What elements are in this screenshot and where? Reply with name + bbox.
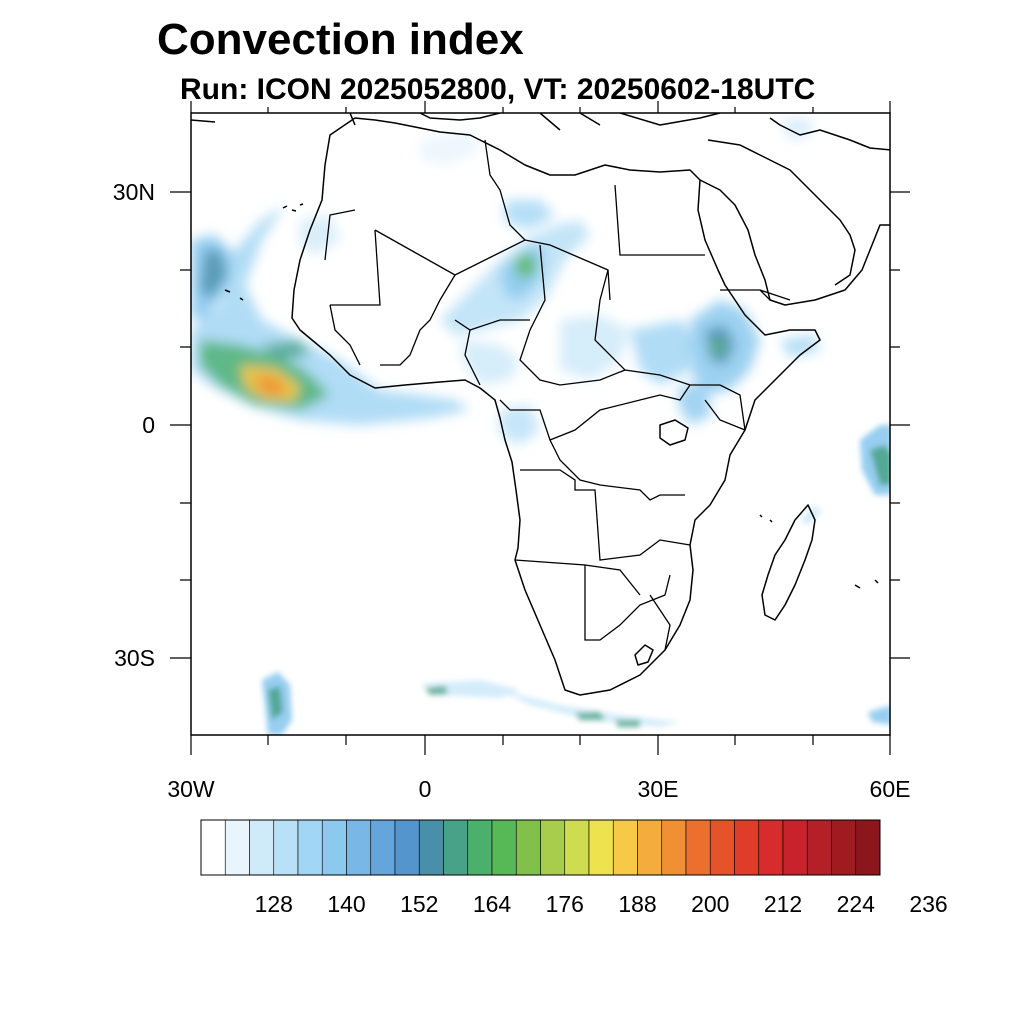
colorbar-outline: [200, 819, 881, 876]
colorbar-swatch-13: [515, 819, 541, 876]
lon-label-60e: 60E: [870, 776, 911, 802]
colorbar-swatch-18: [637, 819, 663, 876]
comoros: [759, 514, 773, 523]
colorbar-label-236: 236: [909, 891, 947, 917]
cape-verde: [224, 289, 244, 301]
indian-ocean-convection: [800, 425, 890, 525]
colorbar: [200, 819, 881, 876]
colorbar-swatch-5: [321, 819, 347, 876]
colorbar-label-176: 176: [546, 891, 584, 917]
colorbar-label-152: 152: [400, 891, 438, 917]
colorbar-swatch-14: [540, 819, 566, 876]
country-borders: [324, 139, 791, 651]
arabia-coastline: [699, 139, 890, 306]
coastlines: [191, 113, 890, 696]
colorbar-swatch-20: [685, 819, 711, 876]
colorbar-swatch-12: [491, 819, 517, 876]
colorbar-swatch-0: [200, 819, 226, 876]
colorbar-swatch-8: [394, 819, 420, 876]
canary-islands: [282, 203, 304, 212]
colorbar-swatch-17: [612, 819, 638, 876]
colorbar-label-200: 200: [691, 891, 729, 917]
lat-label-0: 0: [142, 412, 155, 438]
colorbar-label-224: 224: [837, 891, 876, 917]
lon-label-0: 0: [419, 776, 432, 802]
lon-label-30e: 30E: [638, 776, 679, 802]
axis-ticks: [170, 101, 910, 755]
colorbar-swatch-2: [249, 819, 275, 876]
colorbar-label-140: 140: [327, 891, 365, 917]
chart-subtitle: Run: ICON 2025052800, VT: 20250602-18UTC: [180, 73, 816, 106]
colorbar-swatch-16: [588, 819, 614, 876]
colorbar-label-188: 188: [618, 891, 656, 917]
colorbar-swatch-27: [855, 819, 881, 876]
colorbar-swatch-6: [346, 819, 372, 876]
sahel-convection: [300, 118, 812, 445]
colorbar-swatch-4: [297, 819, 323, 876]
colorbar-swatch-1: [224, 819, 250, 876]
colorbar-swatch-11: [467, 819, 493, 876]
colorbar-labels: 128 140 152 164 176 188 200 212 224 236: [255, 891, 948, 917]
colorbar-label-128: 128: [255, 891, 293, 917]
colorbar-swatch-24: [782, 819, 808, 876]
colorbar-swatch-22: [734, 819, 760, 876]
colorbar-swatch-9: [418, 819, 444, 876]
colorbar-swatch-26: [831, 819, 857, 876]
colorbar-swatch-3: [273, 819, 299, 876]
mascarene: [854, 579, 879, 589]
plot-frame: [190, 112, 891, 736]
colorbar-swatch-15: [564, 819, 590, 876]
lat-label-30n: 30N: [113, 179, 155, 205]
madagascar-coastline: [761, 504, 816, 621]
colorbar-swatch-19: [661, 819, 687, 876]
colorbar-swatch-25: [806, 819, 832, 876]
colorbar-label-212: 212: [764, 891, 802, 917]
europe-coastline: [191, 113, 890, 151]
lake-victoria: [659, 419, 689, 446]
africa-coastline: [291, 117, 821, 696]
colorbar-swatch-23: [758, 819, 784, 876]
lat-label-30s: 30S: [114, 645, 155, 671]
chart-title: Convection index: [157, 15, 524, 64]
lesotho-border: [634, 644, 654, 666]
colorbar-swatch-7: [370, 819, 396, 876]
lon-label-30w: 30W: [167, 776, 215, 802]
colorbar-swatch-21: [709, 819, 735, 876]
convection-field: [191, 118, 890, 735]
ethiopia-convection: [678, 300, 820, 425]
southern-convection: [262, 672, 890, 735]
colorbar-swatch-10: [443, 819, 469, 876]
atlantic-convection-band: [191, 205, 470, 425]
colorbar-label-164: 164: [473, 891, 512, 917]
